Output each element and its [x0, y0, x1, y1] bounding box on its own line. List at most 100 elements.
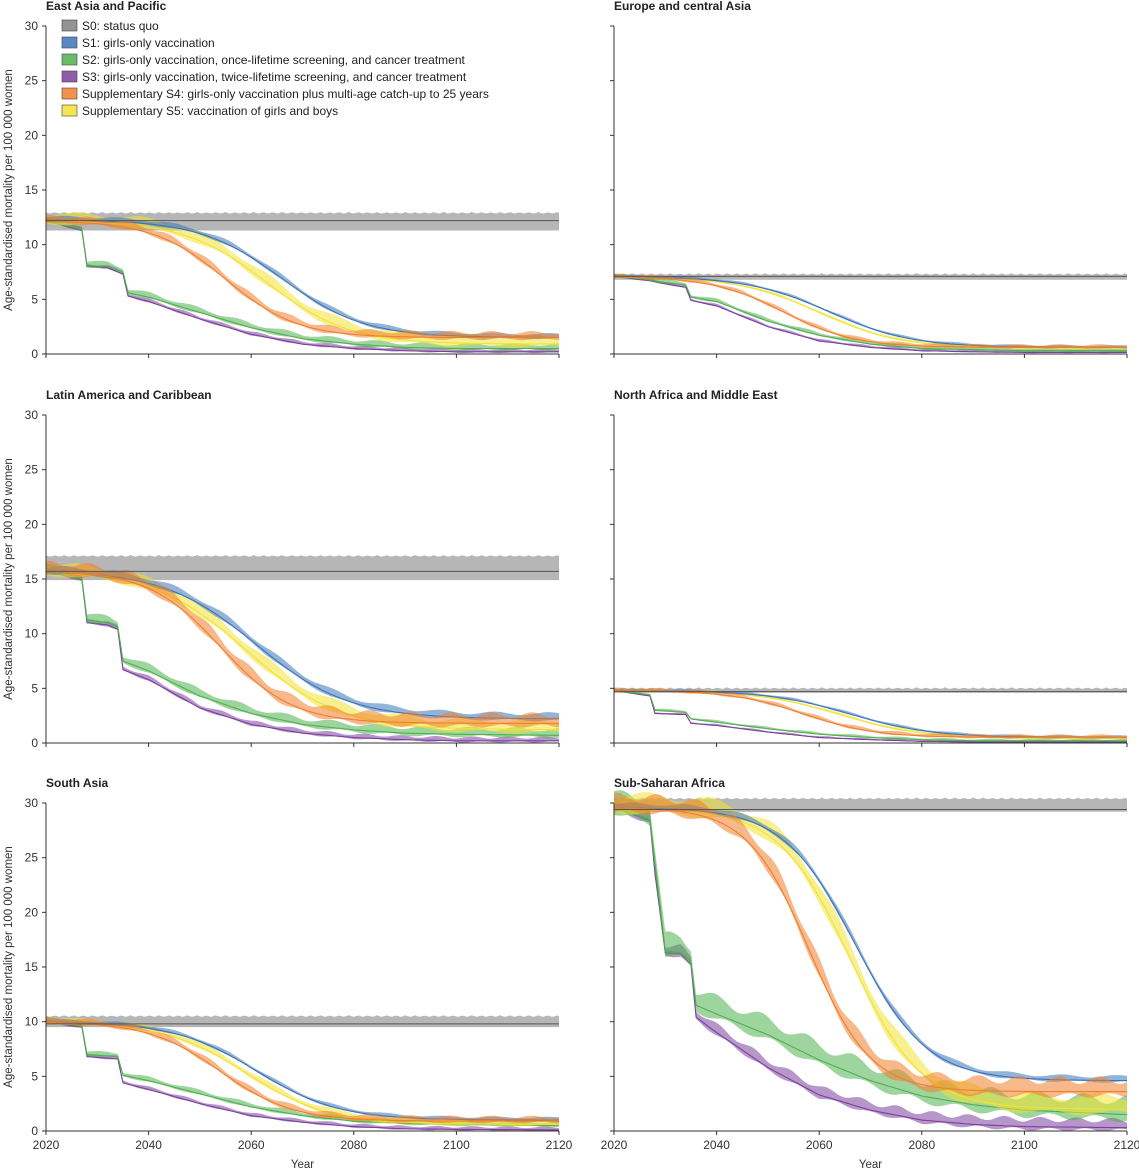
y-tick-label: 15 — [25, 960, 39, 974]
band-s1 — [46, 1019, 559, 1122]
line-s3 — [613, 806, 1127, 1129]
panel-title: North Africa and Middle East — [614, 388, 778, 402]
band-s5 — [46, 1017, 559, 1127]
legend-label-s5: Supplementary S5: vaccination of girls a… — [82, 104, 338, 118]
x-axis-title: Year — [859, 1159, 882, 1171]
band-s1 — [46, 215, 559, 340]
x-tick-label: 2080 — [340, 1138, 367, 1152]
line-s2 — [45, 569, 559, 736]
y-axis-title: Age-standardised mortality per 100 000 w… — [3, 846, 15, 1088]
panel-2: Latin America and Caribbean 0 5 10 15 20 25 30 A… — [3, 388, 560, 750]
x-tick-label: 2020 — [33, 1138, 60, 1152]
panel-title: East Asia and Pacific — [46, 0, 167, 13]
band-s4 — [46, 560, 559, 728]
line-s3 — [45, 569, 559, 742]
y-tick-label: 0 — [31, 736, 38, 750]
legend-swatch-s3 — [61, 70, 78, 83]
panel-title: Europe and central Asia — [614, 0, 751, 13]
band-s5 — [614, 275, 1127, 350]
panel-title: Sub-Saharan Africa — [614, 776, 725, 790]
legend: S0: status quo S1: girls-only vaccination… — [61, 19, 489, 118]
y-tick-label: 20 — [25, 128, 39, 142]
band-s4 — [614, 792, 1127, 1098]
line-s3 — [613, 275, 1127, 353]
band-s0 — [614, 797, 1127, 812]
band-s2 — [614, 790, 1127, 1123]
panel-title: Latin America and Caribbean — [46, 388, 212, 402]
panel-0: East Asia and Pacific 0 5 10 15 20 25 30 Age-sta… — [3, 0, 560, 361]
x-tick-label: 2060 — [806, 1138, 833, 1152]
x-tick-label: 2120 — [546, 1138, 573, 1152]
x-tick-label: 2120 — [1114, 1138, 1139, 1152]
band-s4 — [46, 1017, 559, 1124]
line-s2 — [613, 806, 1128, 1116]
legend-swatch-s4 — [61, 87, 78, 100]
y-tick-label: 10 — [25, 627, 39, 641]
panel-title: South Asia — [46, 776, 109, 790]
line-s4 — [45, 1021, 559, 1122]
panel-1: Europe and central Asia — [610, 0, 1128, 358]
band-s5 — [46, 212, 559, 348]
line-s3 — [45, 220, 559, 353]
panel-3: North Africa and Middle East — [610, 388, 1128, 747]
band-s0 — [46, 555, 559, 581]
legend-swatch-s2 — [61, 53, 78, 66]
line-s1 — [614, 807, 1127, 1082]
band-s2 — [614, 273, 1127, 352]
band-s5 — [614, 688, 1127, 740]
y-tick-label: 25 — [25, 851, 39, 865]
legend-label-s1: S1: girls-only vaccination — [82, 36, 215, 50]
legend-label-s2: S2: girls-only vaccination, once-lifetim… — [82, 53, 466, 67]
x-axis-title: Year — [291, 1159, 314, 1171]
x-tick-label: 2060 — [238, 1138, 265, 1152]
y-tick-label: 20 — [25, 905, 39, 919]
band-s1 — [614, 802, 1127, 1083]
y-axis-title: Age-standardised mortality per 100 000 w… — [3, 458, 15, 700]
y-tick-label: 15 — [25, 572, 39, 586]
line-s4 — [45, 570, 559, 724]
line-s5 — [614, 276, 1127, 350]
line-s1 — [45, 571, 559, 720]
legend-swatch-s5 — [61, 104, 78, 117]
line-s2 — [613, 275, 1127, 352]
x-tick-label: 2080 — [908, 1138, 935, 1152]
band-s4 — [46, 214, 559, 341]
band-s1 — [46, 566, 559, 722]
y-tick-label: 30 — [25, 408, 39, 422]
panel-5: Sub-Saharan Africa 2020 2040 2060 2080 2100 21… — [601, 776, 1139, 1171]
y-tick-label: 5 — [31, 1069, 38, 1083]
legend-label-s4: Supplementary S4: girls-only vaccination… — [82, 87, 489, 101]
y-tick-label: 25 — [25, 463, 39, 477]
legend-swatch-s0 — [61, 19, 78, 32]
panel-4: South Asia 0 5 10 15 20 25 30 2020 2040 2060 2080 21… — [3, 776, 573, 1171]
line-s1 — [613, 276, 1127, 348]
line-s3 — [45, 1021, 559, 1131]
x-tick-label: 2100 — [1011, 1138, 1038, 1152]
y-tick-label: 15 — [25, 183, 39, 197]
legend-label-s3: S3: girls-only vaccination, twice-lifeti… — [82, 70, 467, 84]
line-s1 — [46, 219, 559, 339]
line-s4 — [613, 276, 1127, 348]
band-s2 — [46, 216, 559, 351]
line-s4 — [614, 807, 1127, 1093]
line-s4 — [614, 690, 1127, 739]
band-s3 — [614, 797, 1127, 1131]
legend-swatch-s1 — [61, 36, 78, 49]
y-tick-label: 10 — [25, 1015, 39, 1029]
legend-label-s0: S0: status quo — [82, 19, 159, 33]
band-s4 — [614, 273, 1127, 349]
band-s2 — [614, 688, 1127, 742]
y-tick-label: 0 — [31, 347, 38, 361]
y-axis-title: Age-standardised mortality per 100 000 w… — [3, 69, 15, 311]
y-tick-label: 10 — [25, 238, 39, 252]
line-s3 — [613, 689, 1127, 743]
x-tick-label: 2100 — [443, 1138, 470, 1152]
y-tick-label: 0 — [31, 1124, 38, 1138]
y-tick-label: 30 — [25, 19, 39, 33]
line-s2 — [613, 689, 1127, 742]
band-s3 — [614, 688, 1127, 743]
y-tick-label: 20 — [25, 517, 39, 531]
line-s4 — [45, 220, 559, 339]
x-tick-label: 2040 — [703, 1138, 730, 1152]
